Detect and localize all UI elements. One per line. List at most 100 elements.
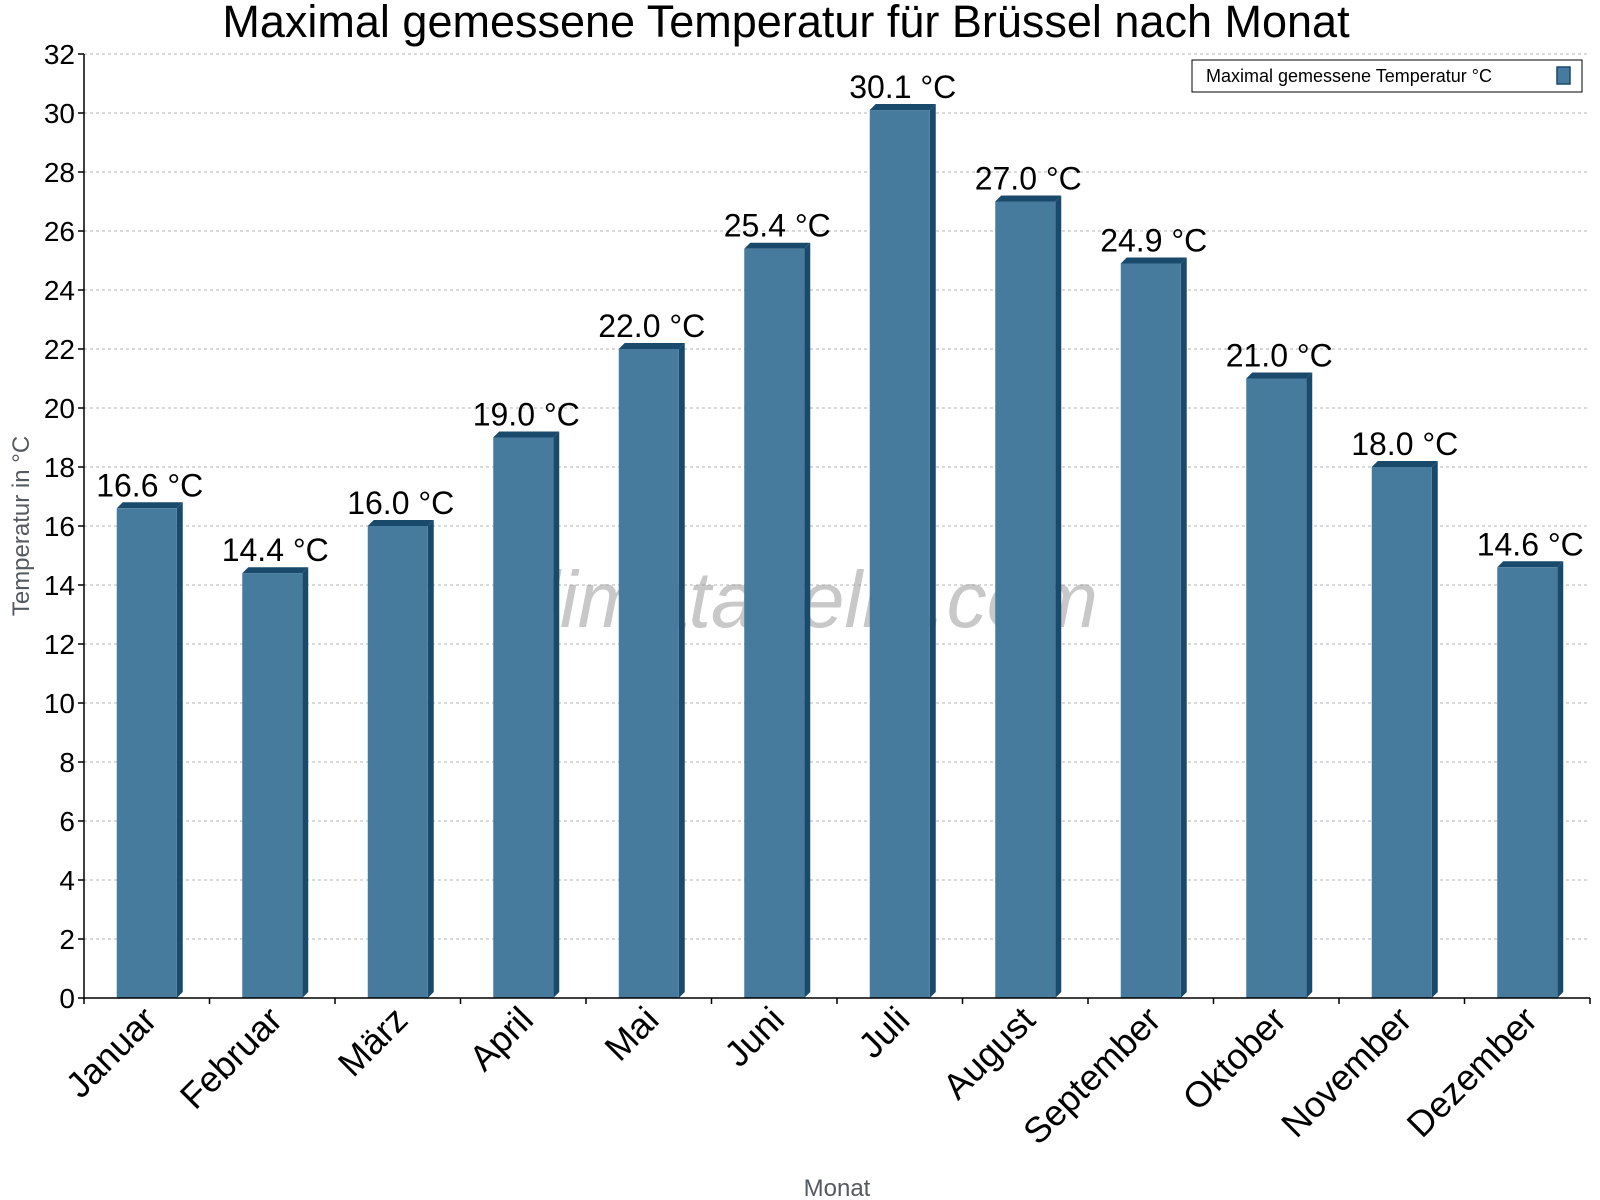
y-tick-label: 0 — [59, 983, 75, 1014]
legend-swatch — [1556, 66, 1571, 85]
bar-mai — [618, 343, 685, 998]
data-label: 14.6 °C — [1477, 526, 1584, 562]
bar — [1371, 467, 1432, 998]
bar-top — [869, 104, 936, 111]
bar-top — [744, 242, 811, 249]
data-label: 24.9 °C — [1100, 222, 1207, 258]
bar-side — [929, 104, 936, 999]
legend-label: Maximal gemessene Temperatur °C — [1206, 66, 1492, 86]
y-tick-label: 26 — [44, 216, 75, 247]
y-tick-label: 12 — [44, 629, 75, 660]
data-label: 30.1 °C — [849, 69, 956, 105]
y-tick-label: 28 — [44, 157, 75, 188]
bar-september — [1120, 257, 1187, 998]
x-tick-label: August — [935, 999, 1043, 1107]
y-tick-label: 22 — [44, 334, 75, 365]
y-tick-label: 16 — [44, 511, 75, 542]
bar-top — [116, 502, 183, 509]
bar-side — [427, 520, 434, 998]
bar-top — [995, 195, 1062, 202]
bar-top — [1120, 257, 1187, 264]
y-axis-title: Temperatur in °C — [8, 436, 35, 616]
bar-side — [1557, 561, 1564, 998]
bar-april — [493, 431, 560, 998]
x-tick-label: Oktober — [1174, 999, 1294, 1119]
bar-top — [618, 343, 685, 349]
bar — [367, 526, 428, 998]
bar-side — [678, 343, 685, 998]
bar-november — [1371, 461, 1438, 998]
y-tick-label: 30 — [44, 98, 75, 129]
bar-januar — [116, 502, 183, 998]
x-tick-label: November — [1273, 999, 1419, 1145]
x-tick-label: April — [461, 999, 541, 1079]
y-tick-label: 14 — [44, 570, 75, 601]
x-axis-title: Monat — [804, 1175, 871, 1200]
x-axis-ticks: Januar Februar März April Mai Juni Juli AugustS… — [58, 998, 1591, 1153]
bar — [1120, 263, 1181, 998]
x-tick-label: Juni — [716, 999, 792, 1075]
bar-side — [553, 431, 560, 998]
y-tick-label: 6 — [59, 806, 75, 837]
bar — [1497, 567, 1558, 998]
x-tick-label: Dezember — [1398, 999, 1544, 1145]
bar-side — [1055, 195, 1062, 998]
x-tick-label: März — [330, 999, 416, 1085]
data-labels: 16.6 °C 14.4 °C 16.0 °C 19.0 °C 22.0 °C 25.4 … — [96, 69, 1584, 568]
y-tick-label: 8 — [59, 747, 75, 778]
y-tick-label: 32 — [44, 39, 75, 70]
bar-top — [493, 431, 560, 438]
y-tick-label: 10 — [44, 688, 75, 719]
data-label: 21.0 °C — [1226, 338, 1333, 374]
data-label: 14.4 °C — [222, 532, 329, 568]
y-tick-label: 18 — [44, 452, 75, 483]
bar-märz — [367, 520, 434, 998]
bar-top — [367, 520, 434, 526]
x-tick-label: Juli — [850, 999, 917, 1066]
data-label: 25.4 °C — [724, 208, 831, 244]
bar — [869, 110, 930, 999]
y-tick-label: 24 — [44, 275, 75, 306]
data-label: 22.0 °C — [598, 308, 705, 344]
data-label: 16.6 °C — [96, 467, 203, 503]
bar-top — [1371, 461, 1438, 467]
bar-side — [302, 567, 309, 998]
bar-side — [804, 242, 811, 998]
bar — [618, 349, 679, 998]
data-label: 19.0 °C — [473, 397, 580, 433]
bar-oktober — [1246, 372, 1313, 998]
y-tick-label: 4 — [59, 865, 75, 896]
x-tick-label: September — [1015, 999, 1169, 1153]
bar-side — [176, 502, 183, 998]
bar-side — [1431, 461, 1438, 998]
grid-lines — [84, 53, 1590, 940]
bar-top — [242, 567, 309, 574]
bar-side — [1306, 372, 1313, 998]
data-label: 18.0 °C — [1351, 426, 1458, 462]
bar-top — [1497, 561, 1564, 568]
data-label: 16.0 °C — [347, 485, 454, 521]
x-tick-label: Mai — [596, 999, 666, 1069]
bar-februar — [242, 567, 309, 998]
bar — [493, 437, 554, 998]
bars — [116, 104, 1564, 999]
x-tick-label: Januar — [58, 999, 165, 1106]
bar-august — [995, 195, 1062, 998]
y-tick-label: 2 — [59, 924, 75, 955]
bar — [995, 201, 1056, 998]
bar-top — [1246, 372, 1313, 379]
data-label: 27.0 °C — [975, 161, 1082, 197]
bar-dezember — [1497, 561, 1564, 998]
bar-side — [1180, 257, 1187, 998]
bar-juli — [869, 104, 936, 999]
chart-title: Maximal gemessene Temperatur für Brüssel… — [222, 0, 1350, 47]
bar — [744, 248, 805, 998]
legend: Maximal gemessene Temperatur °C — [1191, 59, 1583, 93]
y-tick-label: 20 — [44, 393, 75, 424]
legend-box — [1191, 59, 1583, 93]
x-tick-label: Februar — [172, 999, 290, 1117]
bar — [242, 573, 303, 998]
bar — [1246, 378, 1307, 998]
